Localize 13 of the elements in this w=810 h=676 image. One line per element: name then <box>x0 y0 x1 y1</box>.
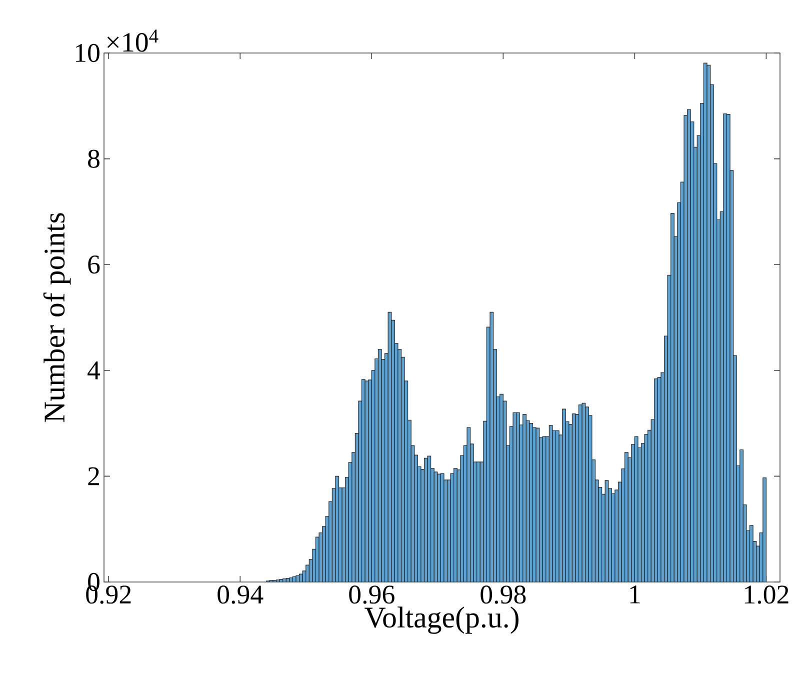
y-tick-label: 10 <box>76 44 100 62</box>
x-tick-label: 0.94 <box>218 586 264 604</box>
x-tick-label: 1 <box>630 586 640 604</box>
y-tick-label: 8 <box>88 150 100 168</box>
x-tick-label: 0.96 <box>349 586 394 604</box>
y-tick-label: 2 <box>88 467 99 486</box>
x-axis-title: Voltage(p.u.) <box>364 606 518 634</box>
y-tick-label: 4 <box>88 362 100 380</box>
y-axis-title: Number of points <box>43 213 71 422</box>
y-tick-label: 6 <box>88 256 100 274</box>
x-tick-label: 1.02 <box>745 586 788 604</box>
x-tick-label: 0.98 <box>480 586 526 604</box>
text: ×10$^{4}$ <box>107 30 158 52</box>
